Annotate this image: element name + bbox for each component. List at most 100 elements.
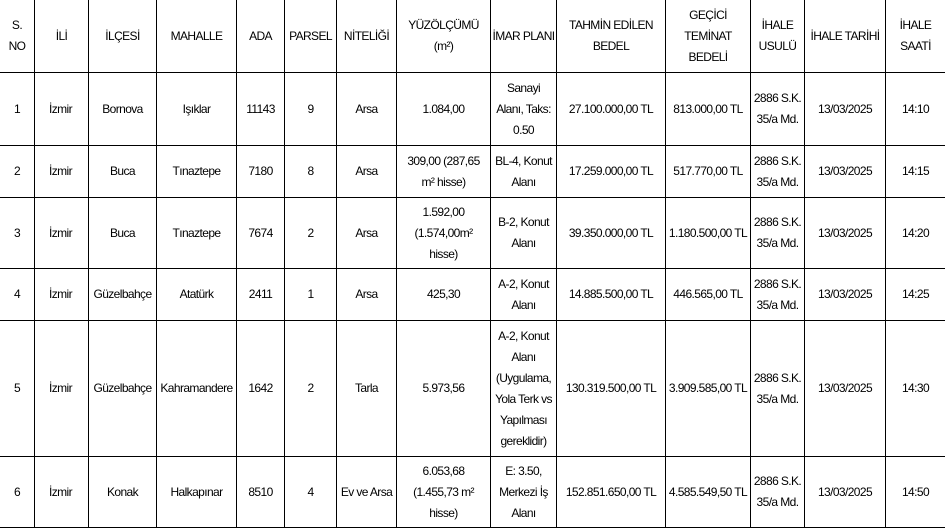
cell-niteligi: Arsa — [337, 73, 397, 146]
cell-ada: 7674 — [237, 198, 285, 269]
cell-ihale-saati: 14:25 — [886, 269, 945, 321]
cell-yuzolcumu: 6.053,68 (1.455,73 m² hisse) — [397, 457, 491, 528]
cell-mahalle: Halkapınar — [157, 457, 237, 528]
cell-ihale-tarihi: 13/03/2025 — [805, 73, 886, 146]
cell-ihale-tarihi: 13/03/2025 — [805, 146, 886, 198]
cell-mahalle: Atatürk — [157, 269, 237, 321]
cell-parsel: 4 — [285, 457, 337, 528]
cell-ada: 7180 — [237, 146, 285, 198]
cell-tahmin-edilen-bedel: 152.851.650,00 TL — [557, 457, 666, 528]
cell-gecici-teminat: 517.770,00 TL — [666, 146, 751, 198]
cell-gecici-teminat: 4.585.549,50 TL — [666, 457, 751, 528]
cell-sno: 5 — [0, 321, 35, 457]
cell-mahalle: Tınaztepe — [157, 146, 237, 198]
cell-sno: 1 — [0, 73, 35, 146]
cell-il: İzmir — [35, 146, 89, 198]
cell-ihale-tarihi: 13/03/2025 — [805, 457, 886, 528]
header-niteligi: NİTELİĞİ — [337, 0, 397, 73]
cell-yuzolcumu: 425,30 — [397, 269, 491, 321]
header-parsel: PARSEL — [285, 0, 337, 73]
cell-ihale-usulu: 2886 S.K. 35/a Md. — [751, 198, 805, 269]
cell-tahmin-edilen-bedel: 14.885.500,00 TL — [557, 269, 666, 321]
cell-sno: 4 — [0, 269, 35, 321]
cell-ihale-usulu: 2886 S.K. 35/a Md. — [751, 73, 805, 146]
cell-imar-plani: E: 3.50, Merkezi İş Alanı — [491, 457, 557, 528]
cell-ihale-saati: 14:50 — [886, 457, 945, 528]
cell-ihale-tarihi: 13/03/2025 — [805, 321, 886, 457]
cell-mahalle: Tınaztepe — [157, 198, 237, 269]
cell-parsel: 2 — [285, 321, 337, 457]
cell-ihale-usulu: 2886 S.K. 35/a Md. — [751, 321, 805, 457]
cell-ilce: Güzelbahçe — [89, 321, 157, 457]
cell-sno: 6 — [0, 457, 35, 528]
cell-niteligi: Arsa — [337, 198, 397, 269]
header-ihale-saati: İHALE SAATİ — [886, 0, 945, 73]
cell-imar-plani: B-2, Konut Alanı — [491, 198, 557, 269]
header-ihale-usulu: İHALE USULÜ — [751, 0, 805, 73]
cell-ada: 1642 — [237, 321, 285, 457]
cell-ihale-usulu: 2886 S.K. 35/a Md. — [751, 269, 805, 321]
header-ihale-tarihi: İHALE TARİHİ — [805, 0, 886, 73]
cell-ihale-saati: 14:20 — [886, 198, 945, 269]
cell-gecici-teminat: 1.180.500,00 TL — [666, 198, 751, 269]
cell-ihale-saati: 14:15 — [886, 146, 945, 198]
cell-ihale-tarihi: 13/03/2025 — [805, 198, 886, 269]
cell-ihale-tarihi: 13/03/2025 — [805, 269, 886, 321]
cell-sno: 3 — [0, 198, 35, 269]
cell-parsel: 1 — [285, 269, 337, 321]
cell-imar-plani: Sanayi Alanı, Taks: 0.50 — [491, 73, 557, 146]
header-yuzolcumu: YÜZÖLÇÜMÜ (m²) — [397, 0, 491, 73]
cell-sno: 2 — [0, 146, 35, 198]
cell-ihale-saati: 14:30 — [886, 321, 945, 457]
cell-mahalle: Kahramandere — [157, 321, 237, 457]
cell-il: İzmir — [35, 198, 89, 269]
cell-ilce: Konak — [89, 457, 157, 528]
cell-parsel: 8 — [285, 146, 337, 198]
cell-ihale-usulu: 2886 S.K. 35/a Md. — [751, 457, 805, 528]
cell-niteligi: Arsa — [337, 269, 397, 321]
cell-ada: 8510 — [237, 457, 285, 528]
cell-ada: 2411 — [237, 269, 285, 321]
cell-tahmin-edilen-bedel: 17.259.000,00 TL — [557, 146, 666, 198]
cell-gecici-teminat: 446.565,00 TL — [666, 269, 751, 321]
cell-yuzolcumu: 1.084,00 — [397, 73, 491, 146]
header-sno: S. NO — [0, 0, 35, 73]
cell-il: İzmir — [35, 321, 89, 457]
header-mahalle: MAHALLE — [157, 0, 237, 73]
header-tahmin-edilen-bedel: TAHMİN EDİLEN BEDEL — [557, 0, 666, 73]
cell-yuzolcumu: 5.973,56 — [397, 321, 491, 457]
header-gecici-teminat: GEÇİCİ TEMİNAT BEDELİ — [666, 0, 751, 73]
cell-parsel: 2 — [285, 198, 337, 269]
cell-imar-plani: A-2, Konut Alanı (Uygulama, Yola Terk vs… — [491, 321, 557, 457]
cell-ihale-usulu: 2886 S.K. 35/a Md. — [751, 146, 805, 198]
cell-ada: 11143 — [237, 73, 285, 146]
cell-il: İzmir — [35, 73, 89, 146]
cell-niteligi: Arsa — [337, 146, 397, 198]
cell-niteligi: Tarla — [337, 321, 397, 457]
cell-ilce: Güzelbahçe — [89, 269, 157, 321]
cell-niteligi: Ev ve Arsa — [337, 457, 397, 528]
cell-ihale-saati: 14:10 — [886, 73, 945, 146]
cell-il: İzmir — [35, 269, 89, 321]
cell-ilce: Bornova — [89, 73, 157, 146]
cell-parsel: 9 — [285, 73, 337, 146]
header-ada: ADA — [237, 0, 285, 73]
header-ilce: İLÇESİ — [89, 0, 157, 73]
cell-gecici-teminat: 813.000,00 TL — [666, 73, 751, 146]
cell-imar-plani: A-2, Konut Alanı — [491, 269, 557, 321]
header-imar-plani: İMAR PLANI — [491, 0, 557, 73]
cell-tahmin-edilen-bedel: 130.319.500,00 TL — [557, 321, 666, 457]
cell-il: İzmir — [35, 457, 89, 528]
cell-yuzolcumu: 1.592,00 (1.574,00m² hisse) — [397, 198, 491, 269]
cell-ilce: Buca — [89, 146, 157, 198]
cell-mahalle: Işıklar — [157, 73, 237, 146]
cell-imar-plani: BL-4, Konut Alanı — [491, 146, 557, 198]
cell-gecici-teminat: 3.909.585,00 TL — [666, 321, 751, 457]
